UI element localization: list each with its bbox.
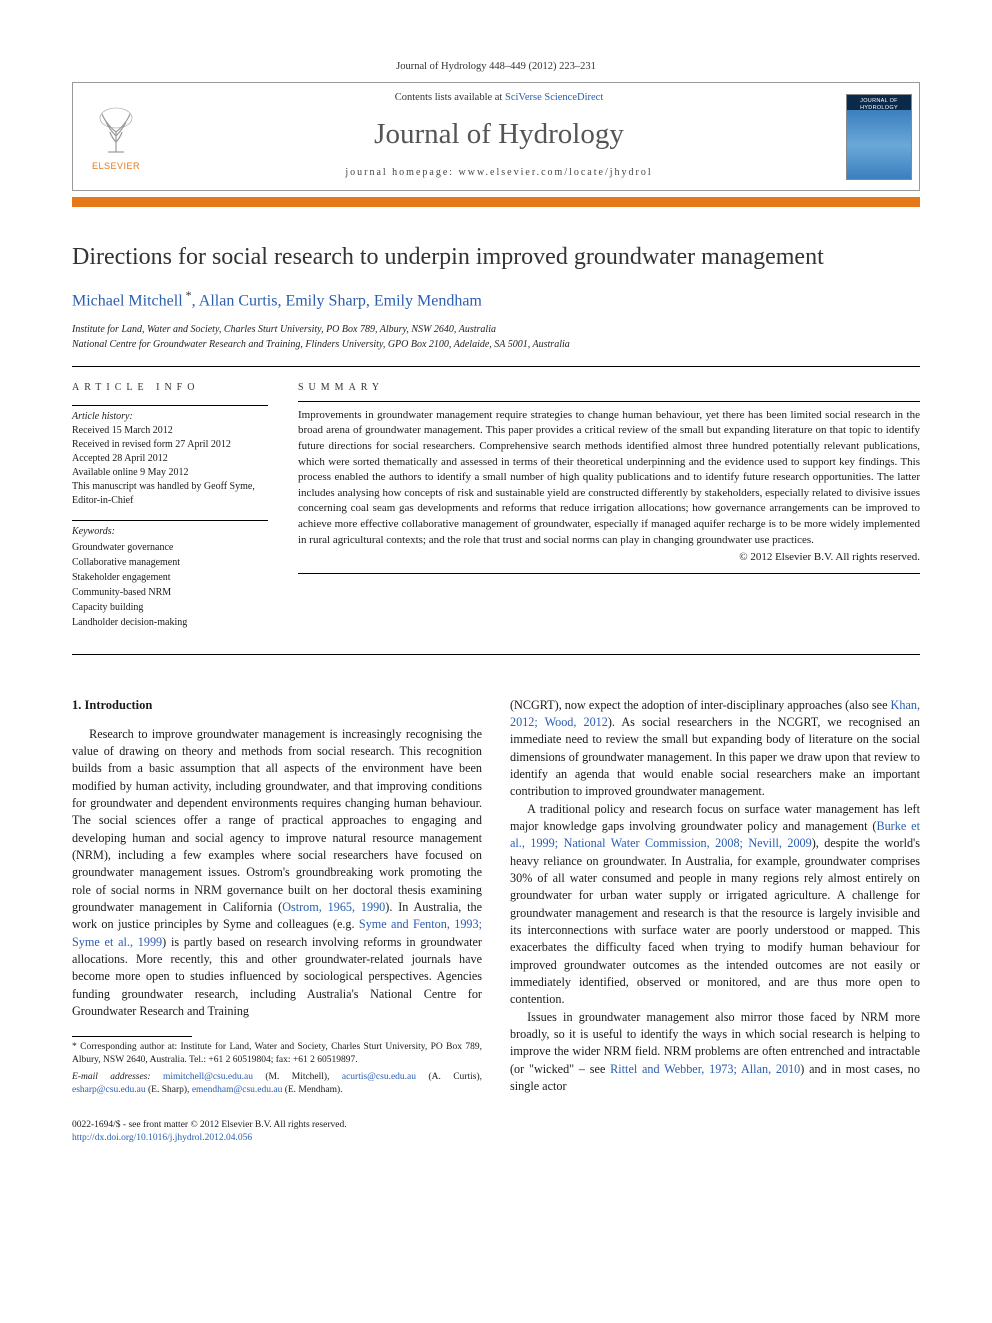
keyword: Community-based NRM: [72, 585, 268, 600]
body-paragraph: A traditional policy and research focus …: [510, 801, 920, 1009]
corresponding-star-icon: *: [183, 288, 192, 302]
page-root: Journal of Hydrology 448–449 (2012) 223–…: [0, 0, 992, 1185]
history-line: This manuscript was handled by Geoff Sym…: [72, 480, 268, 508]
history-line: Received 15 March 2012: [72, 424, 268, 438]
header-center: Contents lists available at SciVerse Sci…: [159, 83, 839, 190]
footnote-rule: [72, 1036, 192, 1037]
email-label: E-mail addresses:: [72, 1072, 163, 1082]
issn-line: 0022-1694/$ - see front matter © 2012 El…: [72, 1119, 920, 1132]
body-text: (NCGRT), now expect the adoption of inte…: [510, 698, 891, 712]
history-line: Accepted 28 April 2012: [72, 452, 268, 466]
author-name[interactable]: Michael Mitchell: [72, 293, 183, 310]
author-list: Michael Mitchell *, Allan Curtis, Emily …: [72, 287, 920, 312]
affiliation: National Centre for Groundwater Research…: [72, 337, 920, 352]
keywords-block: Keywords: Groundwater governance Collabo…: [72, 525, 268, 630]
bottom-meta: 0022-1694/$ - see front matter © 2012 El…: [72, 1119, 920, 1146]
article-title: Directions for social research to underp…: [72, 241, 920, 273]
email-link[interactable]: mimitchell@csu.edu.au: [163, 1072, 253, 1082]
body-column-right: (NCGRT), now expect the adoption of inte…: [510, 697, 920, 1097]
author-name[interactable]: Emily Mendham: [374, 293, 482, 310]
summary-column: SUMMARY Improvements in groundwater mana…: [298, 381, 920, 642]
summary-text: Improvements in groundwater management r…: [298, 408, 920, 548]
body-text: Research to improve groundwater manageme…: [72, 727, 482, 914]
citation-link[interactable]: Rittel and Webber, 1973; Allan, 2010: [610, 1062, 800, 1076]
citation-link[interactable]: Ostrom, 1965, 1990: [282, 900, 385, 914]
author-name[interactable]: Emily Sharp: [285, 293, 365, 310]
email-who: (E. Mendham).: [282, 1085, 342, 1095]
article-info-heading: ARTICLE INFO: [72, 381, 268, 395]
history-line: Received in revised form 27 April 2012: [72, 438, 268, 452]
keyword: Landholder decision-making: [72, 615, 268, 630]
info-abstract-row: ARTICLE INFO Article history: Received 1…: [72, 367, 920, 654]
keywords-label: Keywords:: [72, 525, 268, 539]
keyword: Groundwater governance: [72, 540, 268, 555]
body-paragraph: Research to improve groundwater manageme…: [72, 726, 482, 1021]
journal-name: Journal of Hydrology: [163, 115, 835, 154]
publisher-label: ELSEVIER: [92, 160, 140, 172]
body-paragraph: (NCGRT), now expect the adoption of inte…: [510, 697, 920, 801]
summary-heading: SUMMARY: [298, 381, 920, 395]
cover-cell: [839, 83, 919, 190]
journal-cover-thumb: [846, 94, 912, 180]
corresponding-footnote: * Corresponding author at: Institute for…: [72, 1041, 482, 1067]
keyword: Stakeholder engagement: [72, 570, 268, 585]
accent-rule: [72, 197, 920, 207]
email-link[interactable]: esharp@csu.edu.au: [72, 1085, 146, 1095]
body-text: A traditional policy and research focus …: [510, 802, 920, 833]
email-footnote: E-mail addresses: mimitchell@csu.edu.au …: [72, 1071, 482, 1097]
affiliation: Institute for Land, Water and Society, C…: [72, 322, 920, 337]
running-citation: Journal of Hydrology 448–449 (2012) 223–…: [72, 60, 920, 74]
email-who: (M. Mitchell),: [253, 1072, 342, 1082]
divider: [298, 573, 920, 574]
corresponding-text: Corresponding author at: Institute for L…: [72, 1042, 482, 1065]
email-who: (A. Curtis),: [416, 1072, 482, 1082]
section-heading: 1. Introduction: [72, 697, 482, 714]
divider: [298, 401, 920, 402]
contents-prefix: Contents lists available at: [395, 92, 505, 103]
keyword: Capacity building: [72, 600, 268, 615]
body-paragraph: Issues in groundwater management also mi…: [510, 1009, 920, 1096]
summary-copyright: © 2012 Elsevier B.V. All rights reserved…: [298, 550, 920, 565]
journal-header: ELSEVIER Contents lists available at Sci…: [72, 82, 920, 191]
history-line: Available online 9 May 2012: [72, 466, 268, 480]
email-link[interactable]: emendham@csu.edu.au: [192, 1085, 283, 1095]
divider: [72, 520, 268, 521]
divider: [72, 405, 268, 406]
article-info-column: ARTICLE INFO Article history: Received 1…: [72, 381, 268, 642]
body-columns: 1. Introduction Research to improve grou…: [72, 697, 920, 1097]
history-label: Article history:: [72, 410, 268, 424]
email-link[interactable]: acurtis@csu.edu.au: [342, 1072, 416, 1082]
divider: [72, 654, 920, 655]
keyword: Collaborative management: [72, 555, 268, 570]
body-column-left: 1. Introduction Research to improve grou…: [72, 697, 482, 1097]
body-text: ), despite the world's heavy reliance on…: [510, 836, 920, 1006]
elsevier-logo: ELSEVIER: [88, 102, 144, 172]
author-name[interactable]: Allan Curtis: [199, 293, 278, 310]
journal-homepage: journal homepage: www.elsevier.com/locat…: [163, 166, 835, 180]
affiliations: Institute for Land, Water and Society, C…: [72, 322, 920, 352]
publisher-logo-cell: ELSEVIER: [73, 83, 159, 190]
doi-link[interactable]: http://dx.doi.org/10.1016/j.jhydrol.2012…: [72, 1133, 252, 1143]
elsevier-tree-icon: [88, 102, 144, 158]
email-who: (E. Sharp),: [146, 1085, 192, 1095]
sciencedirect-link[interactable]: SciVerse ScienceDirect: [505, 92, 603, 103]
article-history: Article history: Received 15 March 2012 …: [72, 410, 268, 509]
contents-line: Contents lists available at SciVerse Sci…: [163, 91, 835, 105]
